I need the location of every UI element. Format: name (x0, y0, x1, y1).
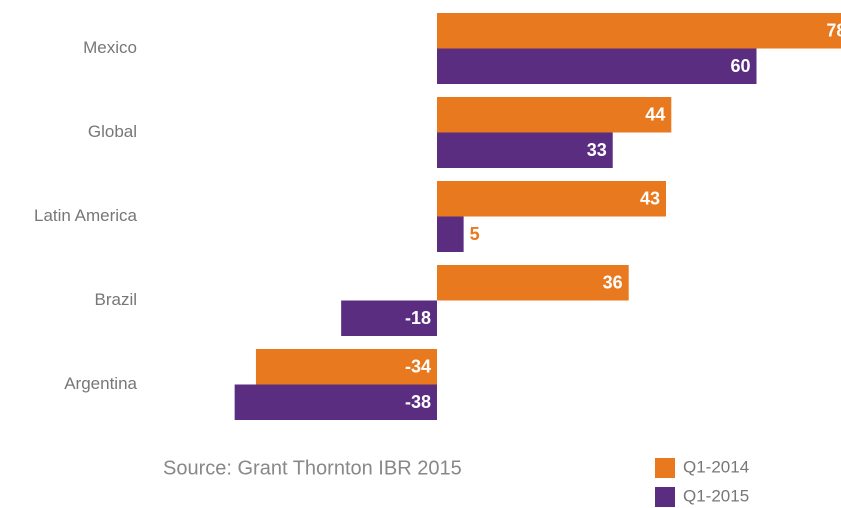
bar (234, 384, 437, 420)
bar (255, 349, 437, 385)
value-label: 60 (730, 56, 750, 76)
legend-label: Q1-2014 (683, 457, 749, 476)
value-label: -34 (405, 357, 431, 377)
bar (437, 181, 666, 217)
legend-swatch (655, 487, 675, 507)
value-label: 5 (470, 224, 480, 244)
bar (437, 265, 629, 301)
bar (437, 132, 613, 168)
bar (437, 13, 841, 49)
category-label: Mexico (83, 38, 137, 57)
bar (341, 300, 437, 336)
source: Source: Grant Thornton IBR 2015 (163, 457, 462, 479)
value-label: 44 (645, 105, 665, 125)
value-label: 78 (826, 21, 841, 41)
category-label: Brazil (94, 290, 137, 309)
bar (437, 216, 464, 252)
category-label: Global (88, 122, 137, 141)
category-label: Latin America (34, 206, 138, 225)
category-label: Argentina (64, 374, 137, 393)
value-label: 43 (640, 189, 660, 209)
legend-label: Q1-2015 (683, 486, 749, 505)
legend-swatch (655, 458, 675, 478)
bar (437, 97, 672, 133)
value-label: 36 (603, 273, 623, 293)
value-label: -38 (405, 392, 431, 412)
value-label: -18 (405, 308, 431, 328)
value-label: 33 (587, 140, 607, 160)
bar (437, 48, 757, 84)
